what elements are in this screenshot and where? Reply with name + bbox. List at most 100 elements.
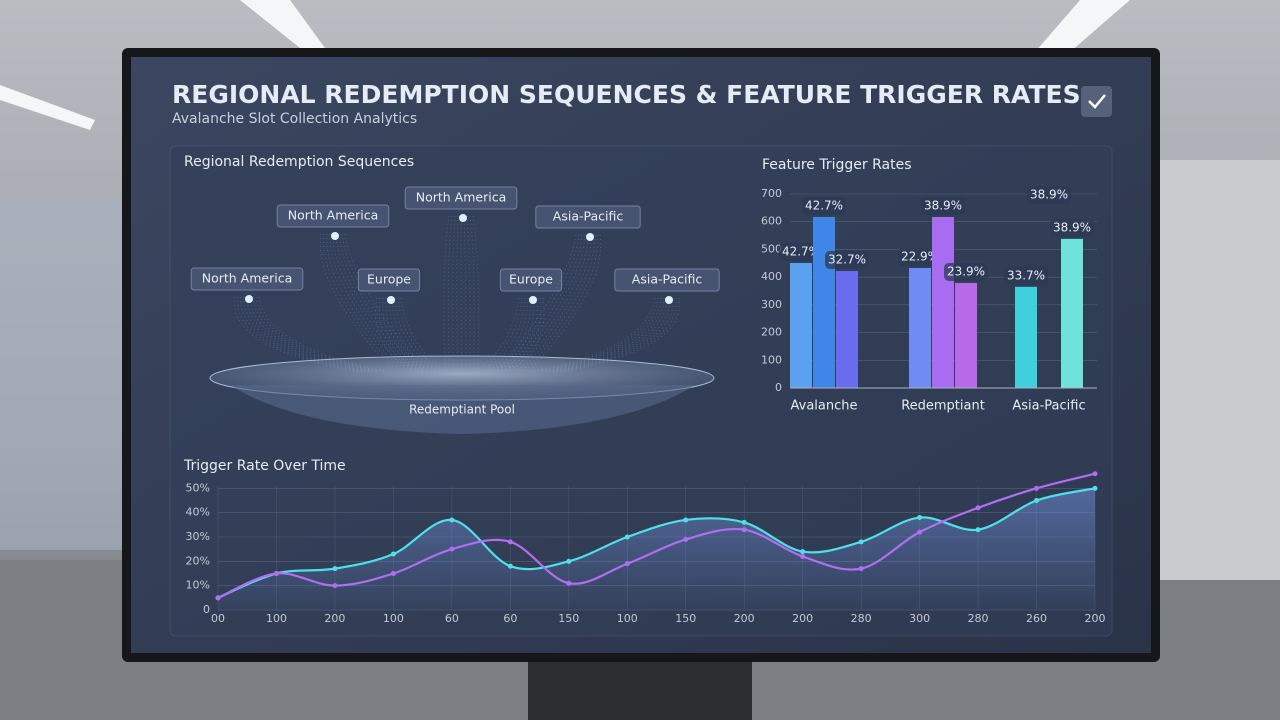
node-label: Asia-Pacific (632, 272, 703, 287)
point (566, 580, 572, 586)
point (1092, 485, 1098, 491)
node-glow (459, 214, 467, 222)
y-tick-label: 400 (761, 270, 782, 283)
title: REGIONAL REDEMPTION SEQUENCES & FEATURE … (172, 80, 1081, 109)
stream (493, 297, 535, 373)
point (800, 553, 806, 559)
bar (1061, 238, 1083, 388)
stream (240, 296, 369, 373)
stream (460, 215, 463, 373)
stream (508, 234, 586, 373)
label-pill (921, 197, 965, 216)
label-pill (1004, 266, 1048, 285)
bar (836, 271, 858, 388)
bar-label: 23.9% (947, 264, 985, 278)
label-pill (944, 262, 988, 281)
point (507, 563, 513, 569)
stream (338, 233, 419, 373)
x-tick-label: 100 (266, 612, 287, 625)
x-tick-label: 200 (324, 612, 345, 625)
stream (516, 234, 592, 373)
stream (501, 297, 542, 373)
point (332, 583, 338, 589)
stream (255, 296, 389, 373)
point (858, 539, 864, 545)
node-box (499, 268, 563, 292)
stream (469, 215, 475, 373)
wall-door (1160, 160, 1280, 580)
stream (481, 297, 526, 373)
point (1092, 471, 1098, 477)
bar (790, 263, 812, 388)
stream (496, 234, 577, 373)
point (449, 546, 455, 552)
stream (452, 215, 456, 373)
subtitle: Avalanche Slot Collection Analytics (172, 111, 417, 127)
stream (243, 296, 373, 373)
node-label: Europe (509, 272, 553, 287)
label-pill (779, 243, 823, 262)
y-tick-label: 600 (761, 215, 782, 228)
y-tick-label: 100 (761, 353, 782, 366)
stream (443, 215, 450, 373)
stream (329, 233, 407, 373)
point (566, 558, 572, 564)
point (624, 561, 630, 567)
x-tick-label: Asia-Pacific (1012, 399, 1085, 414)
label-pill (1050, 218, 1094, 237)
node-label: Asia-Pacific (553, 209, 624, 224)
node-glow (529, 296, 537, 304)
stream (326, 233, 403, 373)
bar (1015, 286, 1037, 388)
stream (547, 297, 671, 373)
point (332, 566, 338, 572)
point (624, 534, 630, 540)
diagram: Redemptiant Pool North America North Amer… (190, 186, 720, 434)
label-pill (1027, 186, 1071, 204)
stream (252, 296, 385, 373)
stream (489, 297, 532, 373)
point (507, 539, 513, 545)
x-tick-label: 260 (1026, 612, 1047, 625)
node-glow (387, 296, 395, 304)
point (800, 549, 806, 555)
node-label: North America (288, 208, 379, 223)
stream (504, 234, 583, 373)
point (858, 566, 864, 572)
y-tick-label: 700 (761, 187, 782, 200)
y-tick-label: 300 (761, 298, 782, 311)
ceiling-light (1035, 0, 1130, 52)
node-label: North America (202, 271, 293, 286)
y-tick-label: 0 (775, 381, 782, 394)
stream (466, 215, 471, 373)
bar (955, 282, 977, 388)
point (390, 551, 396, 557)
node-glow (245, 295, 253, 303)
pool-bowl (230, 385, 695, 434)
y-tick-label: 10% (186, 579, 210, 592)
x-tick-label: 150 (558, 612, 579, 625)
point (741, 527, 747, 533)
y-tick-label: 500 (761, 242, 782, 255)
stream (524, 234, 598, 373)
ceiling-light (240, 0, 325, 48)
stream (258, 296, 393, 373)
stream (332, 233, 411, 373)
area (218, 488, 1095, 610)
label-pill (802, 197, 846, 216)
ceiling-light (0, 85, 95, 130)
stream (246, 296, 377, 373)
point (1034, 498, 1040, 503)
bar (909, 267, 931, 388)
point (975, 505, 981, 511)
x-tick-label: Redemptiant (901, 399, 985, 414)
y-tick-label: 0 (203, 603, 210, 616)
x-tick-label: 280 (968, 612, 989, 625)
node-glow (331, 232, 339, 240)
x-tick-label: 200 (734, 612, 755, 625)
label-pill (825, 251, 869, 270)
stream (497, 297, 538, 373)
stream (543, 297, 668, 373)
x-tick-label: 200 (792, 612, 813, 625)
checkbox[interactable] (1081, 86, 1112, 117)
